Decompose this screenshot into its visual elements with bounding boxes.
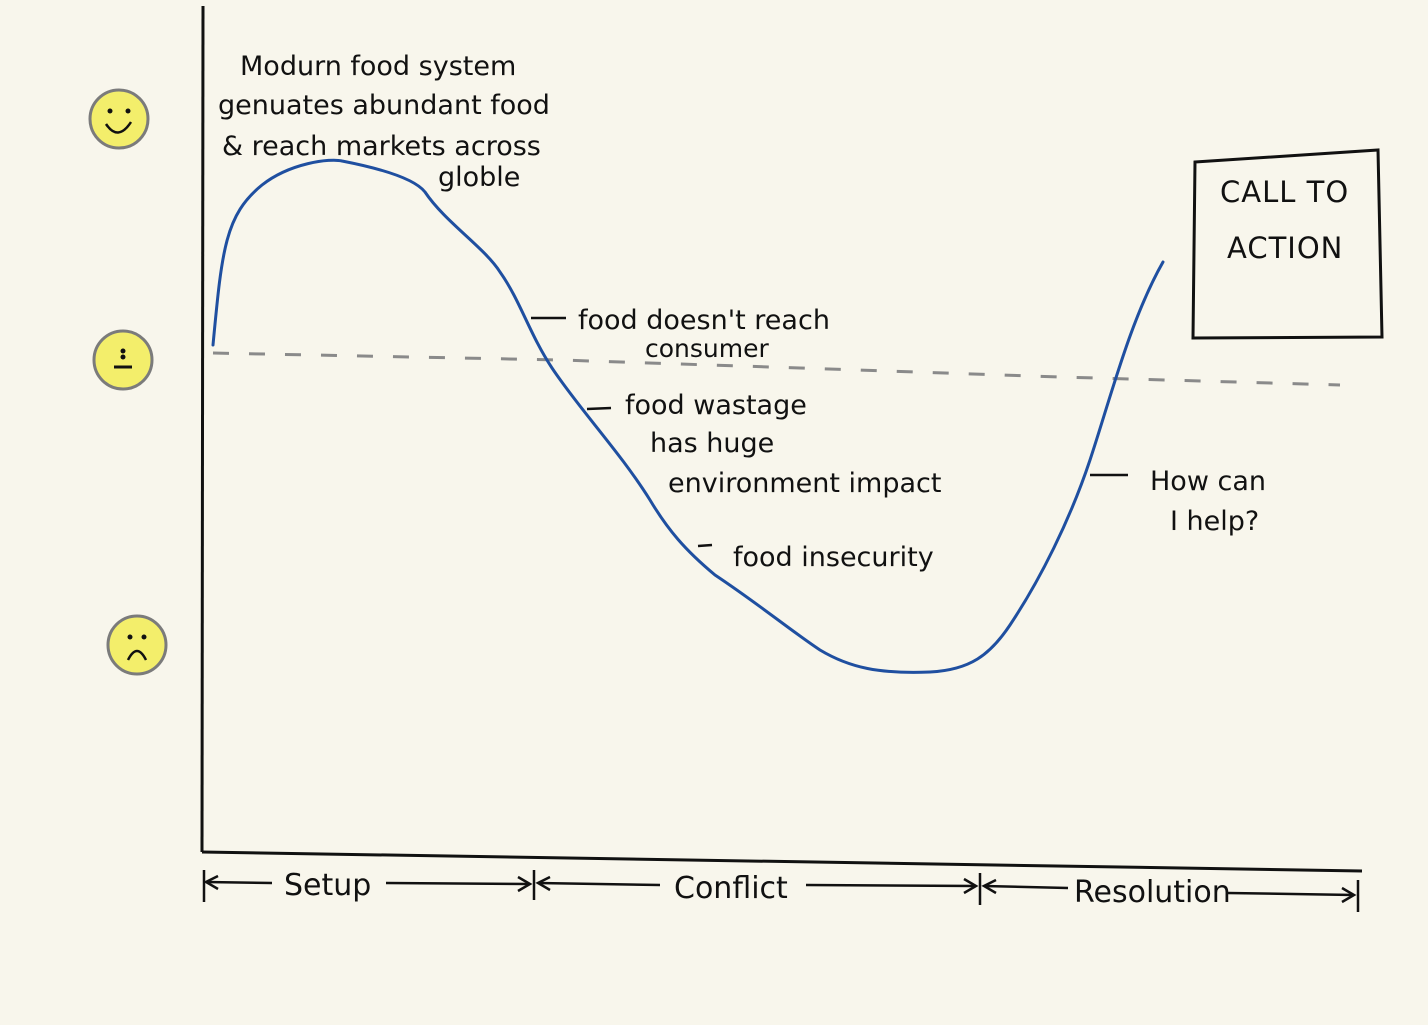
y-axis [200, 5, 205, 853]
peak-line-1: Modurn food system [240, 51, 516, 82]
phase-conflict-label: Conflict [674, 871, 788, 906]
resolution-left-arrowhead [981, 878, 997, 895]
smiley-neutral-icon [92, 329, 154, 391]
insecurity-text: food insecurity [733, 542, 934, 573]
peak-line-3: & reach markets across [222, 131, 541, 162]
resolution-right-arrowhead [1341, 886, 1357, 904]
waste-line-1: food wastage [625, 390, 807, 421]
call-to-action-box: CALL TO ACTION [1191, 148, 1384, 340]
resolution-left-arrow-line [983, 884, 1069, 890]
waste-line-3: environment impact [668, 468, 941, 499]
reach-line-2: consumer [645, 334, 769, 363]
insecurity-pointer [697, 543, 713, 548]
reach-line-1: food doesn't reach [578, 305, 830, 336]
smiley-sad-icon [106, 614, 168, 676]
annotation-reach: food doesn't reach consumer [531, 305, 830, 363]
smiley-happy-icon [88, 88, 150, 150]
conflict-right-arrow-line [805, 883, 977, 888]
help-line-1: How can [1150, 466, 1266, 497]
setup-left-arrow-line [205, 880, 273, 885]
setup-left-arrowhead [203, 874, 219, 891]
conflict-left-arrowhead [535, 875, 551, 892]
annotation-insecurity: food insecurity [697, 542, 934, 573]
waste-line-2: has huge [650, 428, 774, 459]
resolution-right-arrow-line [1227, 891, 1355, 897]
conflict-left-arrow-line [537, 881, 661, 887]
phase-setup-label: Setup [284, 868, 371, 903]
peak-line-4: globle [438, 162, 520, 193]
setup-right-arrowhead [517, 875, 533, 893]
x-axis [201, 850, 1363, 873]
annotation-peak: Modurn food system genuates abundant foo… [218, 51, 550, 193]
peak-line-2: genuates abundant food [218, 90, 550, 121]
annotation-waste: food wastage has huge environment impact [586, 390, 941, 499]
annotation-help: How can I help? [1090, 466, 1266, 537]
help-line-2: I help? [1170, 506, 1259, 537]
phase-markers: Setup Conflict Resolution [202, 868, 1360, 912]
phase-resolution-label: Resolution [1074, 875, 1231, 910]
waste-pointer [586, 406, 612, 411]
axes [200, 5, 1363, 873]
emotional-arc-curve [211, 158, 1165, 674]
cta-line-1: CALL TO [1220, 175, 1349, 209]
setup-right-arrow-line [385, 881, 531, 886]
cta-line-2: ACTION [1227, 231, 1343, 265]
neutral-baseline [212, 351, 1341, 387]
conflict-right-arrowhead [963, 877, 979, 895]
